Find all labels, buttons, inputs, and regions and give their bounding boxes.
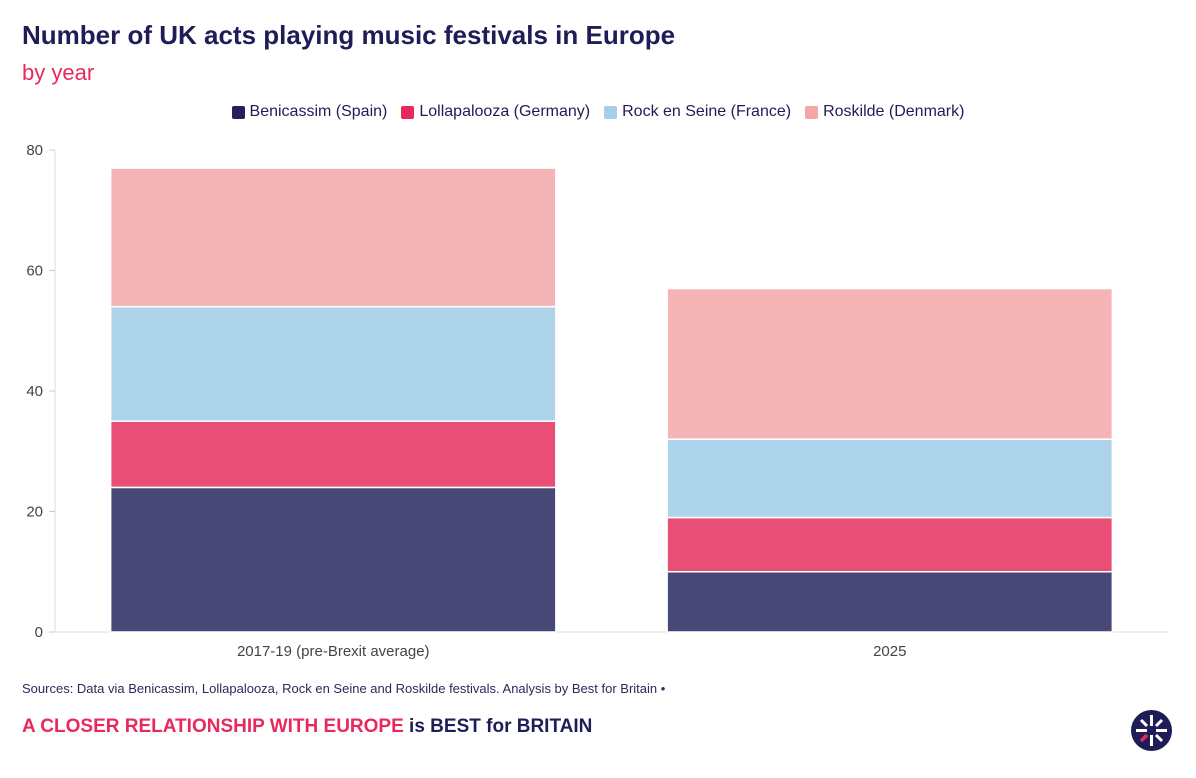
legend-item: Roskilde (Denmark) <box>805 103 964 121</box>
source-note: Sources: Data via Benicassim, Lollapaloo… <box>22 681 666 696</box>
bar-segment <box>109 486 557 633</box>
bar-segment <box>666 571 1114 633</box>
tagline-rest: is BEST for BRITAIN <box>403 716 593 737</box>
bar-segment <box>109 305 557 422</box>
chart-title: Number of UK acts playing music festival… <box>22 20 676 50</box>
bar-segment <box>666 438 1114 519</box>
legend-swatch <box>805 105 819 119</box>
best-for-britain-logo <box>1131 710 1172 751</box>
legend-label: Lollapalooza (Germany) <box>419 103 591 120</box>
x-tick-label: 2025 <box>873 643 906 660</box>
legend-item: Rock en Seine (France) <box>604 103 791 121</box>
y-tick-label: 40 <box>26 383 43 400</box>
legend-swatch <box>401 105 415 119</box>
legend: Benicassim (Spain) Lollapalooza (Germany)… <box>0 103 1196 121</box>
legend-label: Rock en Seine (France) <box>622 103 792 120</box>
legend-label: Benicassim (Spain) <box>249 103 388 120</box>
bar-segment <box>666 287 1114 440</box>
tagline-highlight: A CLOSER RELATIONSHIP WITH EUROPE <box>22 716 404 737</box>
legend-item: Benicassim (Spain) <box>231 103 388 121</box>
legend-swatch <box>231 105 245 119</box>
y-tick-label: 80 <box>26 142 43 159</box>
x-tick-label: 2017-19 (pre-Brexit average) <box>237 643 430 660</box>
legend-swatch <box>604 105 618 119</box>
y-tick-label: 60 <box>26 263 43 280</box>
bar-segment <box>109 167 557 308</box>
bar-segment <box>666 516 1114 573</box>
bar-segment <box>109 420 557 489</box>
tagline: A CLOSER RELATIONSHIP WITH EUROPE is BES… <box>22 716 592 738</box>
y-tick-label: 20 <box>26 504 43 521</box>
legend-item: Lollapalooza (Germany) <box>401 103 590 121</box>
chart-subtitle: by year <box>22 60 95 85</box>
legend-label: Roskilde (Denmark) <box>823 103 965 120</box>
y-tick-label: 0 <box>35 624 43 641</box>
